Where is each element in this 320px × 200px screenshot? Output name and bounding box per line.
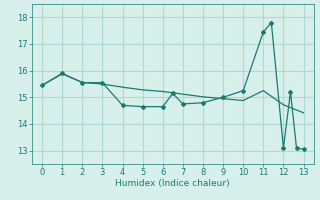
X-axis label: Humidex (Indice chaleur): Humidex (Indice chaleur) (116, 179, 230, 188)
